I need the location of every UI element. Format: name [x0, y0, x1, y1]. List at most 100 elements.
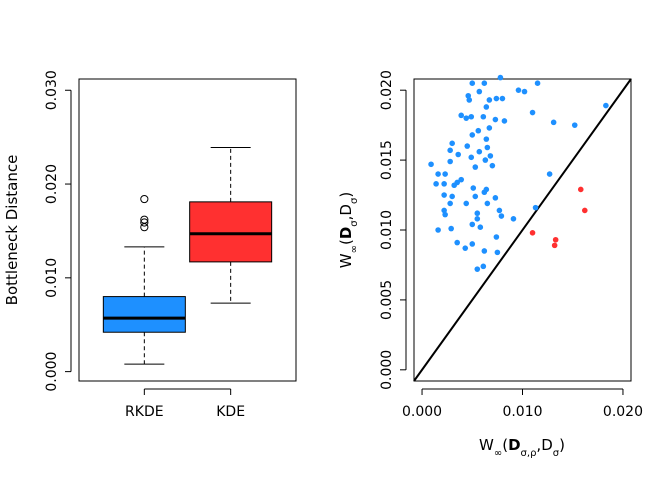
scatter-point [451, 182, 457, 189]
axis-title-part: ( [337, 239, 355, 245]
scatter-point [441, 207, 447, 214]
scatter-x-tick-label: 0.020 [603, 404, 643, 420]
scatter-point [464, 143, 471, 149]
scatter-point [449, 193, 455, 200]
boxplot-y-tick-label: 0.000 [44, 352, 60, 392]
scatter-point [455, 151, 462, 158]
scatter-point [442, 211, 448, 218]
scatter-point [486, 125, 493, 131]
axis-title-part: D [337, 227, 355, 239]
scatter-point [470, 185, 477, 191]
scatter-point [497, 74, 504, 81]
scatter-point [435, 227, 441, 233]
scatter-points [428, 74, 609, 272]
scatter-point [475, 127, 482, 134]
scatter-point [447, 158, 453, 165]
scatter-x-axis: 0.000 0.010 0.020 [402, 388, 643, 420]
scatter-point [476, 148, 483, 155]
scatter-point [483, 104, 490, 110]
scatter-point [492, 195, 499, 201]
scatter-point [469, 80, 476, 86]
scatter-point [474, 266, 481, 272]
scatter-point [458, 112, 465, 119]
box-rkde [102, 194, 186, 365]
scatter-point [486, 97, 493, 103]
scatter-point [441, 181, 447, 187]
scatter-point [581, 207, 588, 214]
scatter-point [489, 162, 496, 169]
scatter-point [515, 87, 522, 93]
boxplot-x-axis: RKDE KDE [125, 388, 245, 420]
scatter-point [494, 249, 501, 256]
scatter-x-tick-label: 0.010 [502, 404, 542, 420]
boxplot-x-tick-label: KDE [216, 404, 245, 420]
scatter-point [428, 161, 434, 168]
scatter-panel: 0.000 0.005 0.010 0.015 0.020 0.000 0.010 0.02… [337, 70, 643, 458]
scatter-point [468, 113, 475, 120]
scatter-point [469, 241, 476, 247]
boxplot-frame [78, 78, 297, 382]
scatter-point [603, 102, 609, 109]
scatter-point [529, 109, 536, 116]
scatter-frame [413, 78, 632, 382]
axis-title-part: D [508, 436, 520, 454]
boxplot-panel: 0.000 0.010 0.020 0.030 RKDE KDE Bottleneck … [3, 70, 297, 420]
scatter-point [498, 213, 505, 219]
axis-title-part: W [337, 253, 355, 268]
scatter-point [466, 97, 473, 103]
axis-title-part: ,D [337, 204, 355, 220]
scatter-y-tick-label: 0.010 [379, 210, 395, 250]
box-kde [189, 146, 273, 304]
scatter-point [441, 192, 447, 198]
scatter-y-tick-label: 0.020 [379, 70, 395, 110]
scatter-point [447, 200, 453, 207]
scatter-point [492, 116, 499, 123]
boxplot-x-tick-label: RKDE [125, 404, 164, 420]
boxplot-boxes [102, 146, 273, 365]
scatter-y-axis: 0.000 0.005 0.010 0.015 0.020 [379, 70, 407, 390]
axis-title-part: ∞ [494, 448, 502, 459]
scatter-point [571, 122, 578, 128]
scatter-point [433, 181, 439, 187]
scatter-point [481, 189, 488, 196]
scatter-point [529, 229, 536, 236]
scatter-point [469, 221, 476, 228]
boxplot-y-tick-label: 0.020 [44, 164, 60, 204]
scatter-point [532, 204, 539, 211]
axis-title-part: ) [337, 192, 355, 198]
axis-title-part: σ,ρ [521, 448, 537, 459]
scatter-point [458, 176, 465, 183]
axis-title-part: σ [349, 220, 360, 227]
scatter-point [487, 153, 494, 159]
axis-title-part: W [479, 436, 494, 454]
scatter-point [484, 144, 491, 151]
scatter-point [469, 132, 476, 138]
scatter-point [510, 216, 517, 222]
scatter-y-tick-label: 0.015 [379, 140, 395, 180]
scatter-y-axis-title: W∞(Dσ,Dσ) [337, 192, 360, 268]
scatter-point [463, 200, 470, 207]
scatter-point [468, 154, 475, 161]
scatter-point [448, 225, 454, 232]
scatter-point [480, 113, 487, 120]
boxplot-y-axis: 0.000 0.010 0.020 0.030 [44, 70, 72, 392]
outlier-point [140, 223, 149, 232]
scatter-point [552, 236, 559, 243]
scatter-point [480, 263, 487, 270]
scatter-point [483, 136, 490, 142]
axis-title-part: σ [349, 197, 360, 204]
scatter-point [462, 245, 469, 251]
scatter-point [472, 164, 479, 170]
scatter-point [474, 216, 481, 222]
scatter-point [449, 140, 455, 147]
boxplot-y-axis-title: Bottleneck Distance [3, 155, 21, 306]
scatter-point [442, 171, 448, 177]
scatter-point [454, 239, 460, 246]
outlier-point [140, 194, 149, 204]
scatter-point [521, 88, 528, 95]
scatter-point [501, 118, 508, 124]
scatter-point [482, 157, 489, 163]
scatter-point [463, 115, 470, 121]
scatter-point [472, 193, 479, 200]
